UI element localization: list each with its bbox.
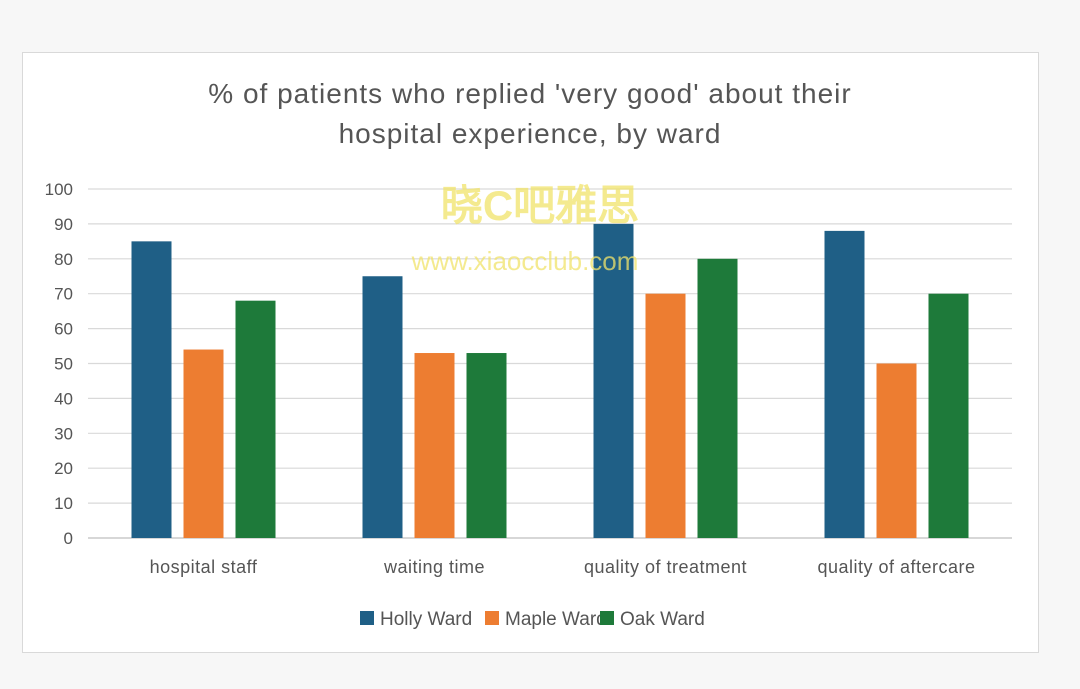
watermark-url: www.xiaocclub.com <box>411 246 639 276</box>
y-tick-label: 30 <box>54 424 73 443</box>
bar-maple-ward <box>876 363 917 538</box>
chart-title-line-1: % of patients who replied 'very good' ab… <box>208 78 851 109</box>
y-tick-label: 70 <box>54 285 73 304</box>
y-tick-label: 60 <box>54 320 73 339</box>
legend-swatch <box>485 611 499 625</box>
y-tick-label: 90 <box>54 215 73 234</box>
x-category-label: quality of treatment <box>584 557 747 577</box>
bar-oak-ward <box>235 300 276 538</box>
chart-title-line-2: hospital experience, by ward <box>339 118 722 149</box>
watermark-text: 晓C吧雅思 <box>441 182 639 229</box>
bar-maple-ward <box>183 349 224 538</box>
bar-maple-ward <box>414 353 455 538</box>
legend-swatch <box>360 611 374 625</box>
y-tick-label: 20 <box>54 459 73 478</box>
x-category-label: waiting time <box>383 557 485 577</box>
y-tick-label: 10 <box>54 494 73 513</box>
y-tick-label: 50 <box>54 355 73 374</box>
bar-holly-ward <box>362 276 403 538</box>
y-tick-label: 0 <box>64 529 73 548</box>
bar-holly-ward <box>131 241 172 538</box>
legend-label: Holly Ward <box>380 609 472 630</box>
x-category-label: quality of aftercare <box>817 557 975 577</box>
legend-swatch <box>600 611 614 625</box>
legend-label: Oak Ward <box>620 609 705 630</box>
bar-maple-ward <box>645 293 686 538</box>
y-tick-label: 100 <box>45 180 73 199</box>
x-category-label: hospital staff <box>150 557 258 577</box>
legend-label: Maple Ward <box>505 609 607 630</box>
bar-holly-ward <box>824 230 865 538</box>
bar-oak-ward <box>928 293 969 538</box>
bar-oak-ward <box>697 258 738 538</box>
y-tick-label: 80 <box>54 250 73 269</box>
y-tick-label: 40 <box>54 389 73 408</box>
bar-holly-ward <box>593 223 634 538</box>
bar-oak-ward <box>466 353 507 538</box>
